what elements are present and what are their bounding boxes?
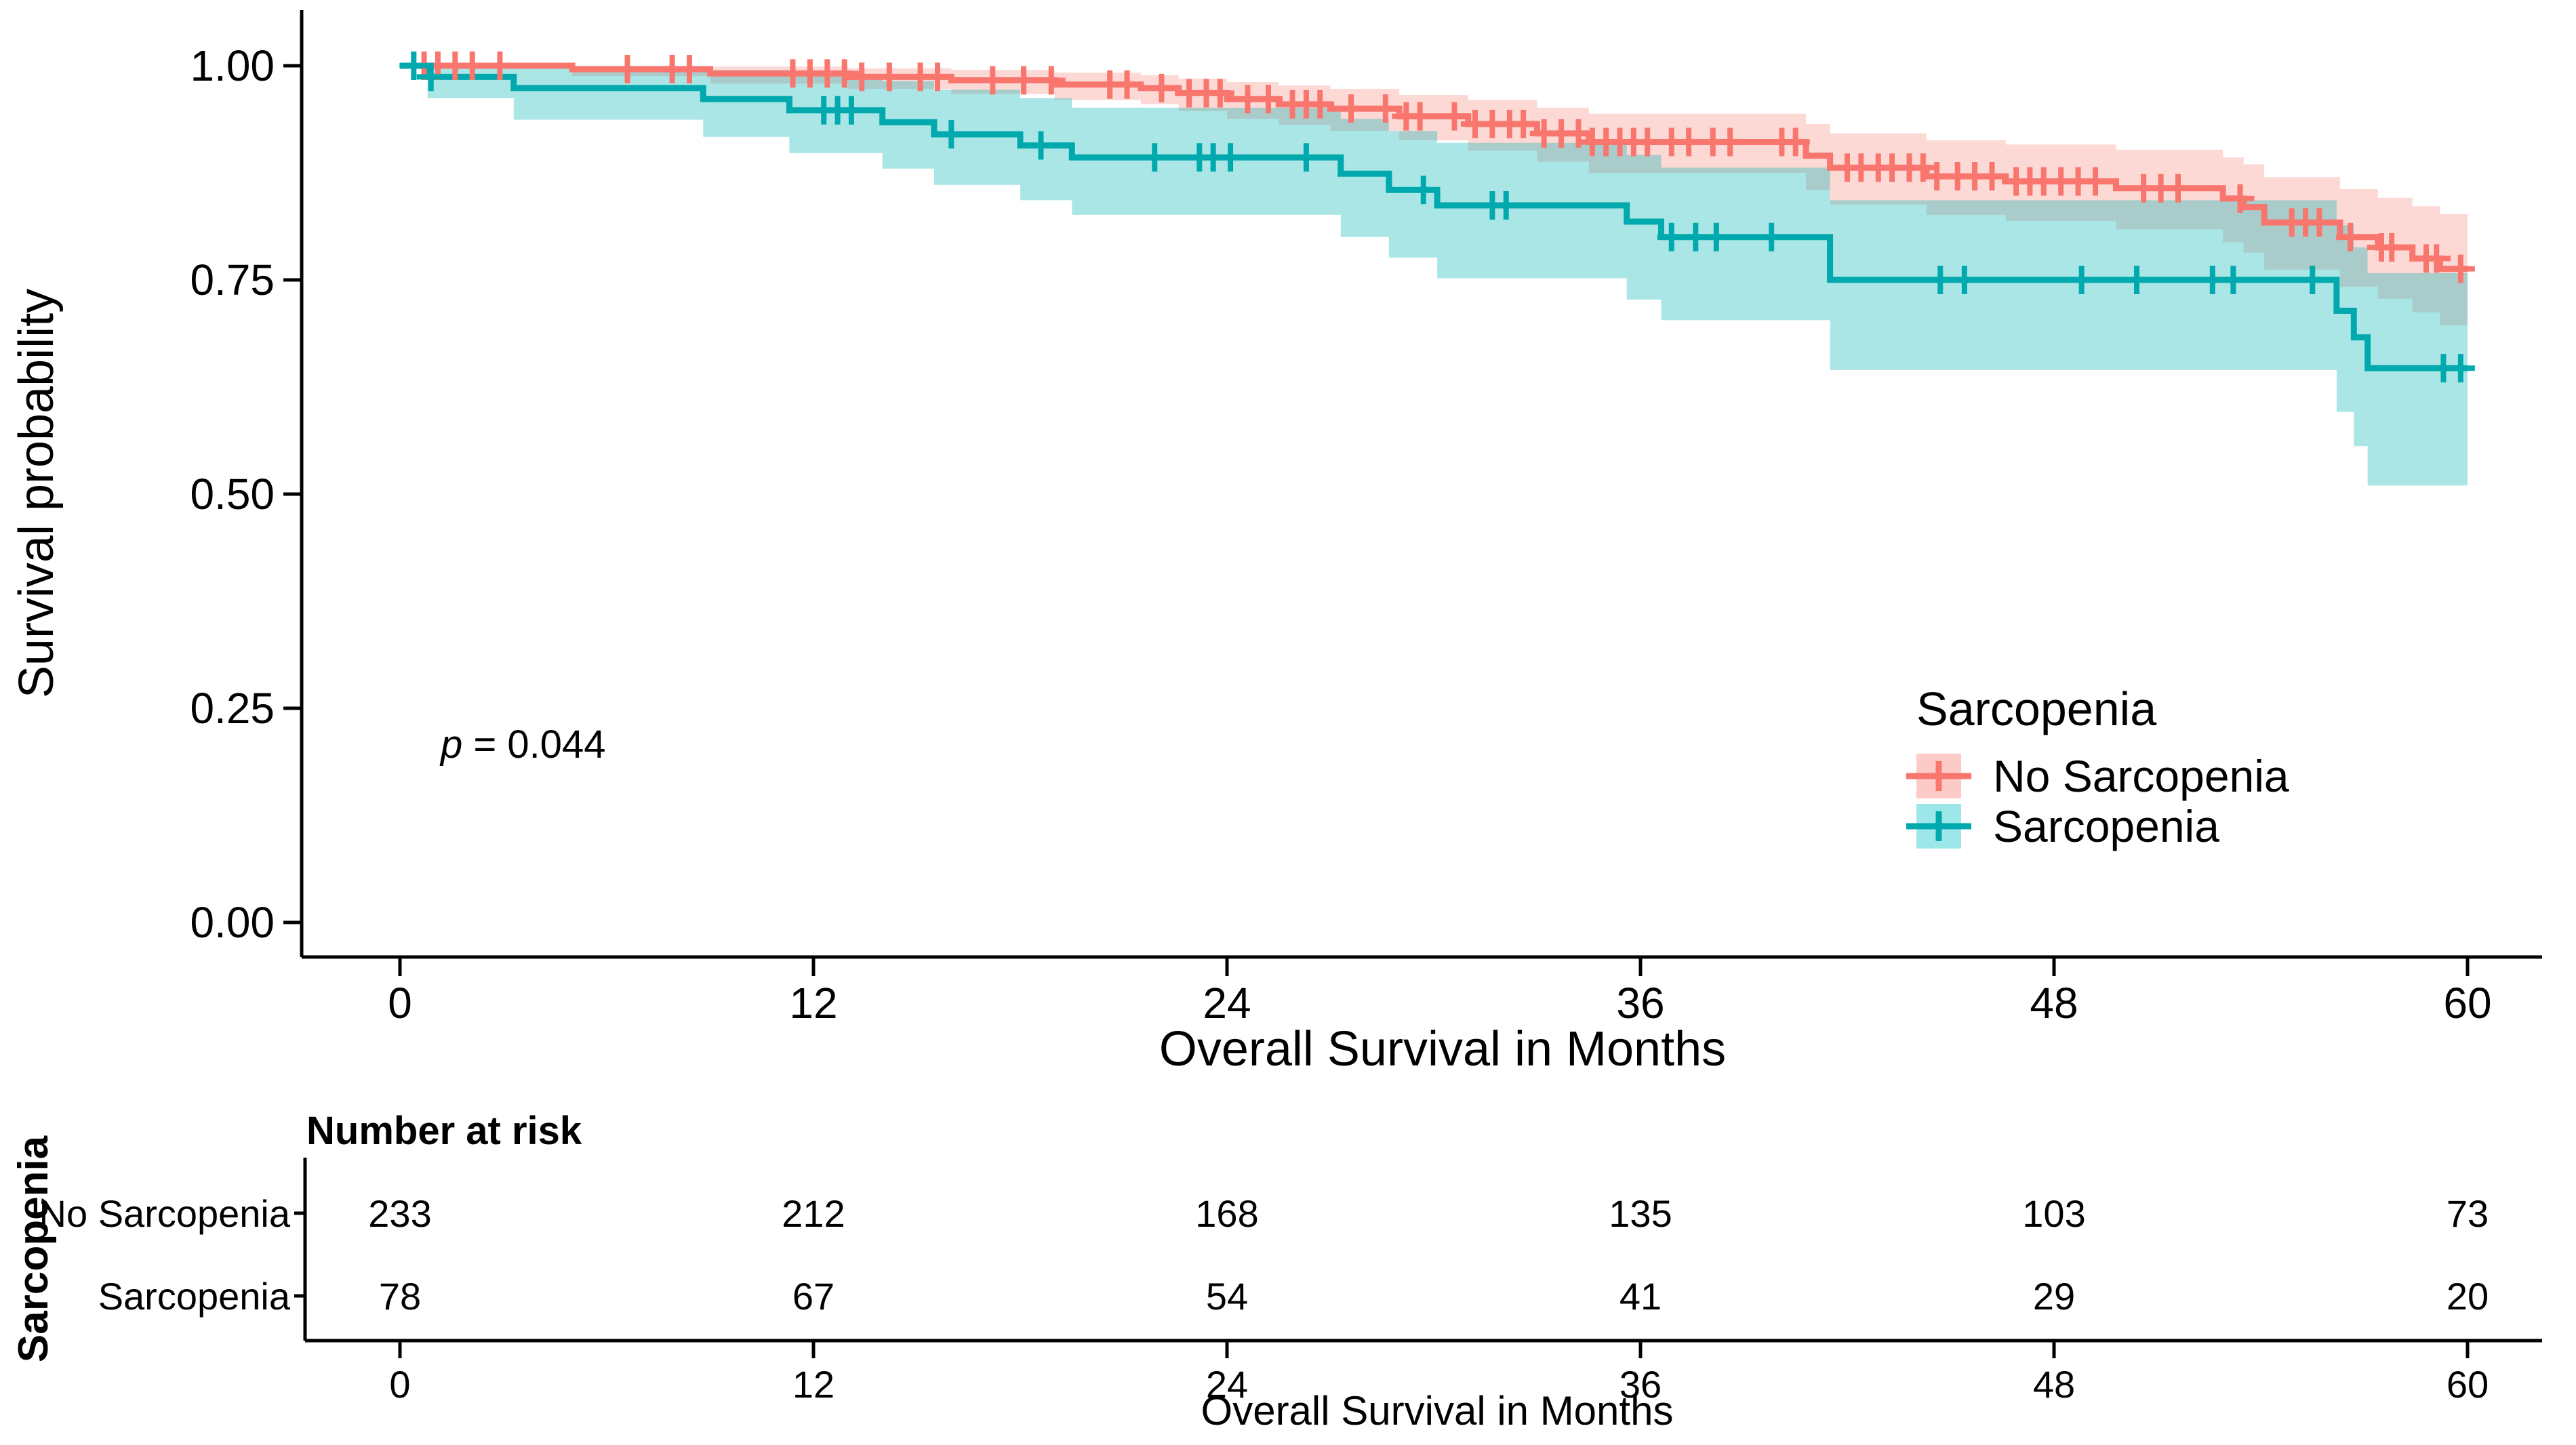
p-value-symbol: p bbox=[439, 722, 462, 767]
risk-x-axis-title: Overall Survival in Months bbox=[1201, 1388, 1674, 1433]
risk-count: 54 bbox=[1206, 1275, 1248, 1318]
x-tick-label: 24 bbox=[1203, 979, 1251, 1027]
risk-count: 233 bbox=[368, 1192, 431, 1235]
legend-entry-sarcopenia[interactable]: Sarcopenia bbox=[1906, 801, 2219, 851]
x-tick-label: 60 bbox=[2443, 979, 2491, 1027]
p-value-annotation: p = 0.044 bbox=[439, 722, 606, 767]
risk-table-title: Number at risk bbox=[306, 1109, 582, 1153]
risk-count: 29 bbox=[2033, 1275, 2075, 1318]
risk-count: 212 bbox=[782, 1192, 845, 1235]
censor-group-no-sarcopenia bbox=[409, 52, 2475, 283]
risk-row-no-sarcopenia: No Sarcopenia bbox=[39, 1192, 305, 1235]
risk-x-tick-label: 60 bbox=[2447, 1363, 2489, 1406]
risk-x-tick-label: 36 bbox=[1619, 1363, 1662, 1406]
y-tick-label: 0.00 bbox=[190, 898, 275, 947]
censor-marks bbox=[399, 52, 2475, 383]
risk-count: 41 bbox=[1619, 1275, 1662, 1318]
risk-count: 103 bbox=[2022, 1192, 2085, 1235]
x-tick-label: 36 bbox=[1616, 979, 1664, 1027]
risk-count: 73 bbox=[2447, 1192, 2489, 1235]
risk-count: 67 bbox=[792, 1275, 834, 1318]
legend-title: Sarcopenia bbox=[1916, 683, 2156, 735]
legend: Sarcopenia No Sarcopenia Sarcopenia bbox=[1906, 683, 2289, 851]
risk-row-sarcopenia: Sarcopenia bbox=[98, 1275, 305, 1318]
main-plot-axes: 0.00 0.25 0.50 0.75 1.00 0 12 24 36 48 60 bbox=[190, 10, 2542, 1027]
x-tick-label: 0 bbox=[388, 979, 412, 1027]
y-tick-label: 1.00 bbox=[190, 41, 275, 90]
ci-band-sarcopenia bbox=[400, 66, 2468, 486]
x-axis-ticks: 0 12 24 36 48 60 bbox=[388, 957, 2492, 1027]
legend-label-sarcopenia: Sarcopenia bbox=[1993, 801, 2219, 851]
y-axis-ticks: 0.00 0.25 0.50 0.75 1.00 bbox=[190, 41, 302, 947]
risk-table-strip-label: Sarcopenia bbox=[10, 1135, 57, 1362]
y-tick-label: 0.25 bbox=[190, 684, 275, 733]
censor-group-sarcopenia bbox=[399, 52, 2475, 383]
x-tick-label: 12 bbox=[789, 979, 837, 1027]
risk-x-tick-label: 0 bbox=[389, 1363, 410, 1406]
risk-count: 135 bbox=[1609, 1192, 1672, 1235]
risk-x-tick-label: 24 bbox=[1206, 1363, 1248, 1406]
risk-x-axis-ticks: 0 12 24 36 48 60 bbox=[389, 1341, 2489, 1406]
risk-count: 168 bbox=[1195, 1192, 1258, 1235]
risk-count: 20 bbox=[2447, 1275, 2489, 1318]
y-axis-title: Survival probability bbox=[9, 289, 64, 698]
confidence-bands bbox=[400, 66, 2468, 486]
p-value-text: = 0.044 bbox=[462, 722, 605, 767]
y-tick-label: 0.50 bbox=[190, 470, 275, 518]
x-axis-title: Overall Survival in Months bbox=[1159, 1022, 1726, 1076]
risk-count: 78 bbox=[379, 1275, 421, 1318]
risk-row-label: Sarcopenia bbox=[98, 1275, 291, 1318]
risk-x-tick-label: 12 bbox=[792, 1363, 834, 1406]
legend-label-no-sarcopenia: No Sarcopenia bbox=[1993, 751, 2289, 801]
risk-table-numbers: 233 212 168 135 103 73 78 67 54 41 29 20 bbox=[368, 1192, 2489, 1318]
y-tick-label: 0.75 bbox=[190, 256, 275, 304]
legend-entry-no-sarcopenia[interactable]: No Sarcopenia bbox=[1906, 751, 2289, 801]
risk-table: Number at risk Sarcopenia No Sarcopenia … bbox=[10, 1109, 2542, 1433]
x-tick-label: 48 bbox=[2030, 979, 2078, 1027]
km-curve-sarcopenia bbox=[400, 62, 2468, 371]
risk-x-tick-label: 48 bbox=[2033, 1363, 2075, 1406]
risk-row-label: No Sarcopenia bbox=[39, 1192, 291, 1235]
